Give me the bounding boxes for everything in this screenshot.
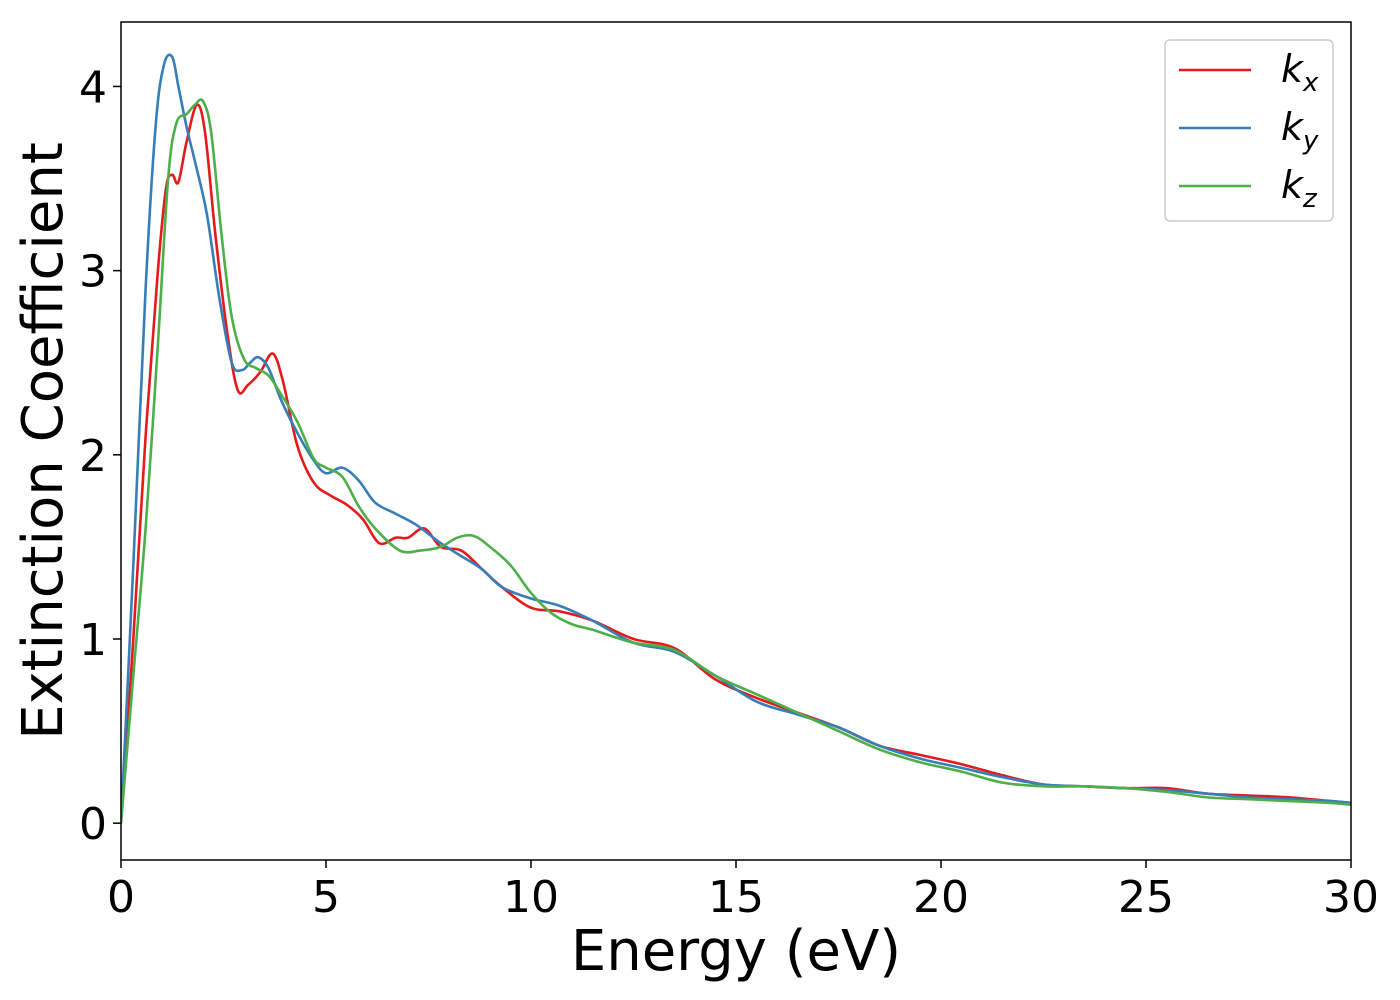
y-tick-label: 2 <box>79 431 107 482</box>
legend-box <box>1164 39 1334 222</box>
y-axis-label: Extinction Coefficient <box>11 142 76 740</box>
series-line-y <box>121 53 1351 824</box>
x-tick-label: 5 <box>312 872 340 923</box>
axis-ticks: 0 5 10 15 20 25 30 0 1 2 3 4 <box>79 62 1379 923</box>
series-line-z <box>121 98 1351 824</box>
y-tick-label: 0 <box>79 799 107 850</box>
y-tick-label: 3 <box>79 247 107 298</box>
plot-area <box>121 53 1351 824</box>
x-tick-label: 30 <box>1323 872 1379 923</box>
x-tick-label: 15 <box>708 872 764 923</box>
legend-label-y: ky <box>1281 105 1319 156</box>
legend-label-z: kz <box>1281 163 1318 214</box>
y-tick-label: 1 <box>79 615 107 666</box>
x-tick-label: 10 <box>503 872 559 923</box>
legend: kx ky kz <box>1164 39 1334 222</box>
x-tick-label: 20 <box>913 872 969 923</box>
y-tick-label: 4 <box>79 62 107 113</box>
x-tick-label: 0 <box>107 872 135 923</box>
series-line-x <box>121 103 1351 824</box>
x-axis-label: Energy (eV) <box>571 919 901 984</box>
x-tick-label: 25 <box>1118 872 1174 923</box>
legend-label-x: kx <box>1281 47 1319 98</box>
